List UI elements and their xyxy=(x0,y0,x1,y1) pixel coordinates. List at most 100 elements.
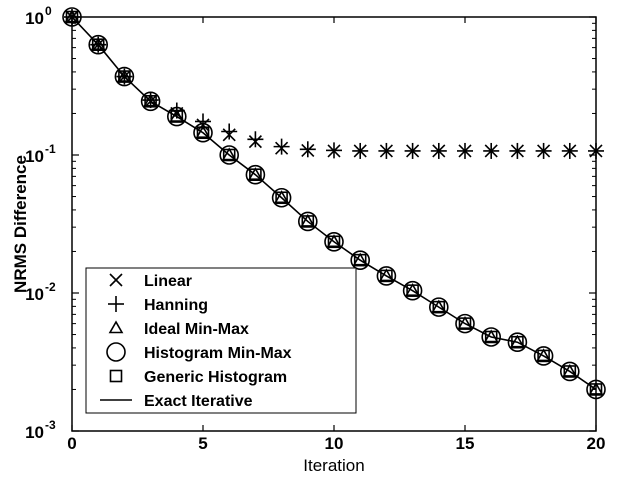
y-tick-label: 10 xyxy=(25,9,44,28)
data-point-histogram-min-max xyxy=(271,187,292,208)
data-point-histogram-min-max xyxy=(193,122,213,143)
data-point-histogram-min-max xyxy=(219,145,239,165)
data-point-generic-histogram xyxy=(91,38,105,51)
triangle-marker-shape xyxy=(90,37,106,50)
data-point-generic-histogram xyxy=(196,126,210,140)
data-point-hanning xyxy=(247,131,264,148)
triangle-marker-shape xyxy=(588,381,604,395)
data-point-generic-histogram xyxy=(589,383,603,396)
y-tick-exponent: -3 xyxy=(45,418,56,432)
data-point-generic-histogram xyxy=(222,148,236,162)
y-tick-exponent: -2 xyxy=(45,280,56,294)
circle-marker-shape xyxy=(533,346,554,366)
y-tick-exponent: 0 xyxy=(45,4,52,18)
data-point-generic-histogram xyxy=(537,349,550,363)
square-marker-shape xyxy=(537,349,550,363)
data-point-ideal-min-max xyxy=(90,37,106,50)
square-marker-shape xyxy=(589,383,603,396)
square-marker-shape xyxy=(484,330,498,344)
data-point-histogram-min-max xyxy=(455,313,475,334)
data-point-generic-histogram xyxy=(301,215,315,228)
triangle-marker-shape xyxy=(169,108,185,122)
square-marker-shape xyxy=(249,168,262,181)
y-tick-label: 10 xyxy=(25,423,44,442)
data-point-histogram-min-max xyxy=(428,297,449,317)
data-point-generic-histogram xyxy=(406,284,419,297)
data-point-histogram-min-max xyxy=(350,250,371,270)
square-marker-shape xyxy=(109,369,123,383)
legend-marker-hanning xyxy=(108,296,124,312)
legend-marker-linear xyxy=(109,273,123,287)
circle-marker-shape xyxy=(350,250,371,270)
square-marker-shape xyxy=(406,284,419,297)
square-marker-shape xyxy=(170,110,184,123)
data-point-histogram-min-max xyxy=(507,332,528,353)
data-point-hanning xyxy=(457,142,473,159)
data-point-ideal-min-max xyxy=(352,252,368,266)
circle-marker-shape xyxy=(297,211,318,232)
data-point-histogram-min-max xyxy=(297,211,318,232)
triangle-marker-shape xyxy=(300,213,316,227)
square-marker-shape xyxy=(353,253,367,267)
data-point-ideal-min-max xyxy=(431,299,447,313)
data-point-generic-histogram xyxy=(458,317,472,330)
circle-marker-shape xyxy=(140,91,161,112)
data-point-hanning xyxy=(404,142,421,159)
data-point-histogram-min-max xyxy=(559,361,580,382)
data-point-ideal-min-max xyxy=(457,316,473,329)
square-marker-shape xyxy=(432,300,446,314)
data-point-ideal-min-max xyxy=(274,190,289,204)
triangle-marker-shape xyxy=(405,283,420,296)
x-tick-label: 0 xyxy=(67,434,76,453)
data-marks xyxy=(62,7,606,400)
triangle-marker-shape xyxy=(195,125,211,139)
legend-label-exact-iterative: Exact Iterative xyxy=(144,393,253,410)
circle-marker-shape xyxy=(324,231,344,252)
square-marker-shape xyxy=(91,38,105,51)
triangle-marker-shape xyxy=(352,252,368,266)
data-point-hanning xyxy=(352,142,369,159)
data-point-hanning xyxy=(509,142,526,159)
data-point-histogram-min-max xyxy=(586,379,606,400)
square-marker-shape xyxy=(301,215,315,228)
data-point-generic-histogram xyxy=(353,253,367,267)
triangle-marker-shape xyxy=(379,268,394,282)
data-point-histogram-min-max xyxy=(402,280,423,301)
circle-marker-shape xyxy=(193,122,213,143)
square-marker-shape xyxy=(196,126,210,140)
circle-marker-shape xyxy=(402,280,423,301)
circle-marker-shape xyxy=(114,66,135,87)
square-marker-shape xyxy=(65,10,79,24)
data-point-histogram-min-max xyxy=(88,34,108,55)
data-point-ideal-min-max xyxy=(588,381,604,395)
series-line-exact-iterative xyxy=(71,16,597,391)
circle-marker-shape xyxy=(559,361,580,382)
triangle-marker-shape xyxy=(221,147,237,161)
data-point-ideal-min-max xyxy=(169,108,185,122)
y-tick-label: 10 xyxy=(25,285,44,304)
y-tick-label: 10 xyxy=(25,147,44,166)
circle-marker-shape xyxy=(507,332,528,353)
data-point-hanning xyxy=(326,142,342,159)
triangle-marker-shape xyxy=(248,167,263,180)
data-point-generic-histogram xyxy=(170,110,184,123)
circle-marker-shape xyxy=(455,313,475,334)
circle-marker-shape xyxy=(428,297,449,317)
circle-marker-shape xyxy=(62,7,82,27)
data-point-ideal-min-max xyxy=(379,268,394,282)
data-point-ideal-min-max xyxy=(300,213,316,227)
legend-label-hanning: Hanning xyxy=(144,297,208,314)
data-point-ideal-min-max xyxy=(326,234,342,248)
data-point-hanning xyxy=(273,138,290,155)
x-tick-label: 10 xyxy=(325,434,344,453)
square-marker-shape xyxy=(458,317,472,330)
triangle-marker-shape xyxy=(108,320,124,334)
data-point-histogram-min-max xyxy=(533,346,554,366)
x-tick-label: 5 xyxy=(198,434,207,453)
data-point-ideal-min-max xyxy=(248,167,263,180)
legend-label-ideal-min-max: Ideal Min-Max xyxy=(144,321,249,338)
legend-label-histogram-min-max: Histogram Min-Max xyxy=(144,345,292,362)
x-axis-label: Iteration xyxy=(303,456,364,475)
data-point-generic-histogram xyxy=(511,335,524,349)
data-point-histogram-min-max xyxy=(481,327,502,347)
